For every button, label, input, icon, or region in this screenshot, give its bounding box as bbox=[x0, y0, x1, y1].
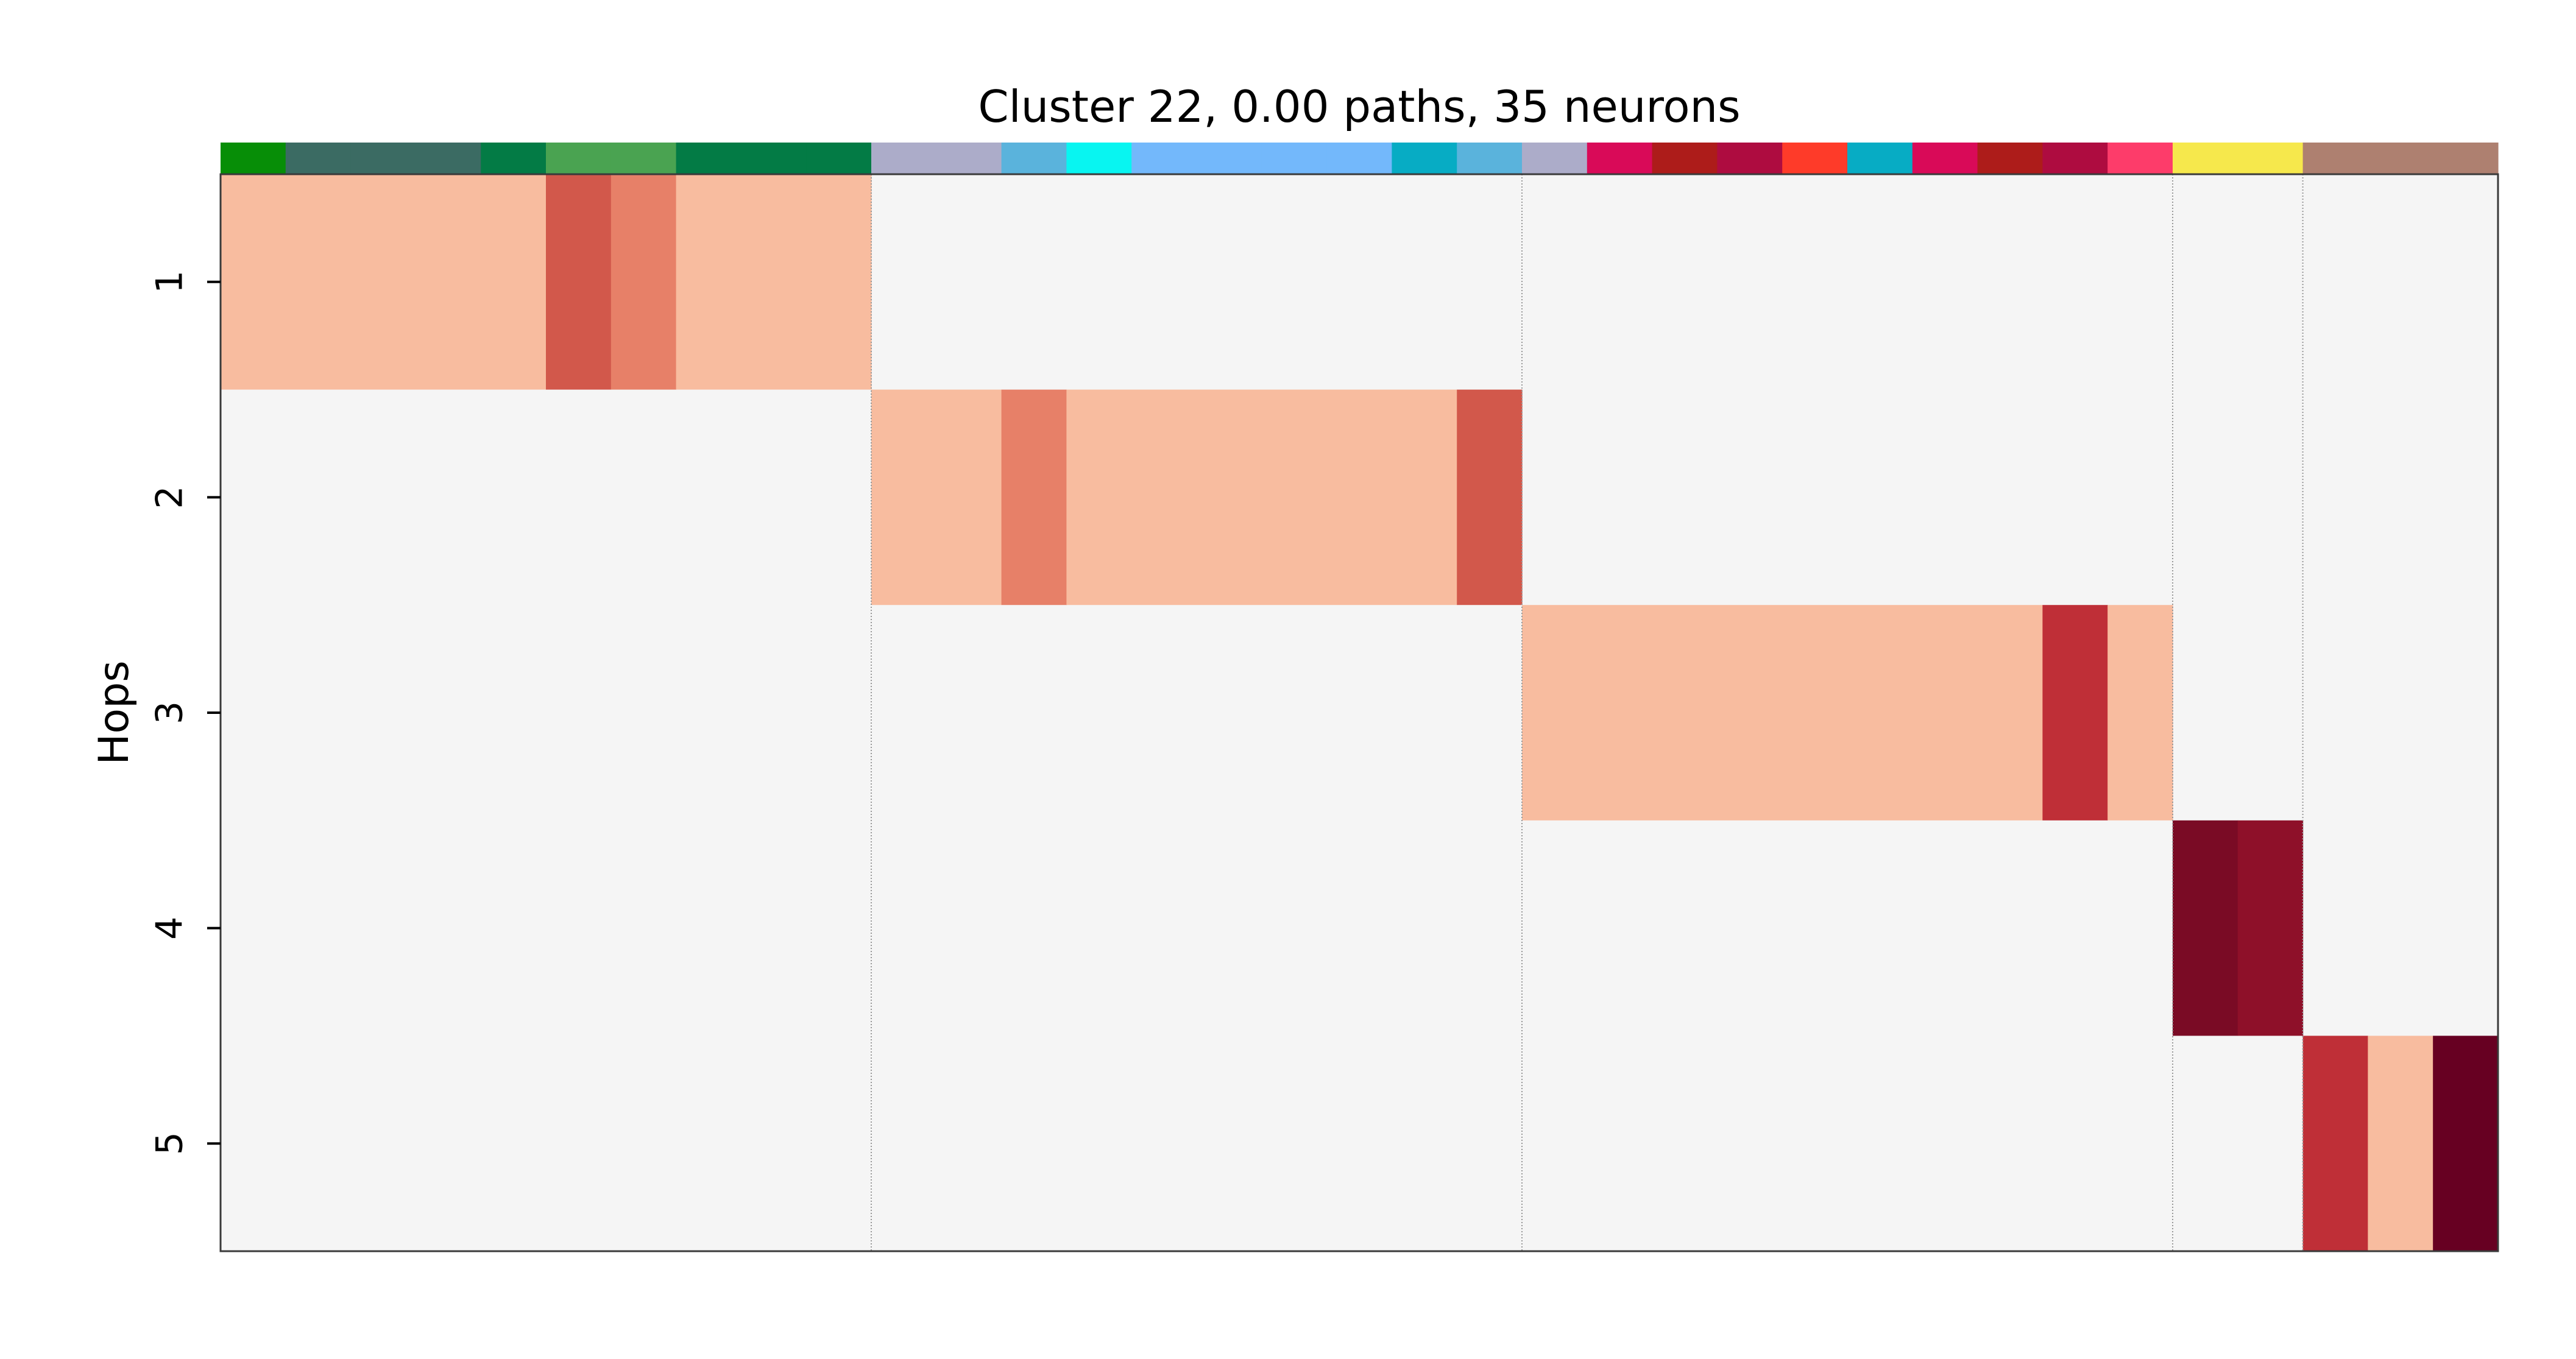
header-color-cell bbox=[741, 143, 807, 174]
heatmap-cell bbox=[1457, 389, 1523, 605]
header-color-cell bbox=[1001, 143, 1067, 174]
heatmap-cell bbox=[2433, 1036, 2499, 1251]
header-color-cell bbox=[2237, 143, 2304, 174]
header-color-cell bbox=[2173, 143, 2238, 174]
heatmap-cell bbox=[221, 174, 547, 390]
header-color-cell bbox=[546, 143, 612, 174]
header-color-cell bbox=[1457, 143, 1523, 174]
header-color-cell bbox=[2107, 143, 2173, 174]
header-color-cell bbox=[1912, 143, 1978, 174]
heatmap-cell bbox=[1066, 389, 1457, 605]
y-tick-label: 1 bbox=[149, 270, 191, 294]
header-color-cell bbox=[1652, 143, 1718, 174]
header-color-cell bbox=[1261, 143, 1328, 174]
plot-area bbox=[219, 173, 2499, 1252]
header-color-cell bbox=[1977, 143, 2043, 174]
header-color-cell bbox=[936, 143, 1002, 174]
header-color-cell bbox=[1326, 143, 1392, 174]
heatmap-cell bbox=[1522, 605, 2043, 821]
heatmap-cell bbox=[2042, 605, 2108, 821]
y-tick-label: 5 bbox=[149, 1132, 191, 1155]
heatmap-cell bbox=[2368, 1036, 2433, 1251]
header-color-cell bbox=[1522, 143, 1588, 174]
heatmap-cell bbox=[2237, 820, 2304, 1036]
y-axis-ticks: 1 2 3 4 5 bbox=[149, 270, 221, 1155]
header-color-cell bbox=[806, 143, 872, 174]
heatmap-cell bbox=[546, 174, 612, 390]
header-color-cell bbox=[1587, 143, 1653, 174]
header-color-cell bbox=[1066, 143, 1132, 174]
header-color-cell bbox=[871, 143, 937, 174]
heatmap-cell bbox=[2107, 605, 2173, 821]
header-color-cell bbox=[1782, 143, 1848, 174]
heatmap-cells bbox=[221, 174, 2499, 1251]
header-color-cell bbox=[481, 143, 547, 174]
header-color-cell bbox=[1847, 143, 1913, 174]
heatmap-cell bbox=[871, 389, 1002, 605]
y-axis-label: Hops bbox=[90, 660, 138, 764]
header-color-cell bbox=[610, 143, 677, 174]
heatmap-cell bbox=[2173, 820, 2238, 1036]
heatmap-cell bbox=[2302, 1036, 2368, 1251]
header-color-cell bbox=[2302, 143, 2368, 174]
header-color-cell bbox=[1131, 143, 1197, 174]
header-color-cell bbox=[676, 143, 741, 174]
y-tick-label: 2 bbox=[149, 485, 191, 509]
header-color-cell bbox=[1392, 143, 1457, 174]
header-color-cell bbox=[416, 143, 481, 174]
y-tick-label: 3 bbox=[149, 701, 191, 724]
heatmap-cell bbox=[610, 174, 677, 390]
header-color-cell bbox=[2042, 143, 2108, 174]
header-color-cell bbox=[2368, 143, 2433, 174]
heatmap-cell bbox=[676, 174, 872, 390]
header-color-strip bbox=[221, 143, 2499, 174]
header-color-cell bbox=[285, 143, 352, 174]
header-color-cell bbox=[1717, 143, 1783, 174]
header-color-cell bbox=[2433, 143, 2499, 174]
header-color-cell bbox=[1197, 143, 1262, 174]
header-color-cell bbox=[350, 143, 416, 174]
heatmap-cell bbox=[1001, 389, 1067, 605]
header-color-cell bbox=[221, 143, 286, 174]
y-tick-label: 4 bbox=[149, 917, 191, 940]
chart-title: Cluster 22, 0.00 paths, 35 neurons bbox=[978, 81, 1740, 132]
